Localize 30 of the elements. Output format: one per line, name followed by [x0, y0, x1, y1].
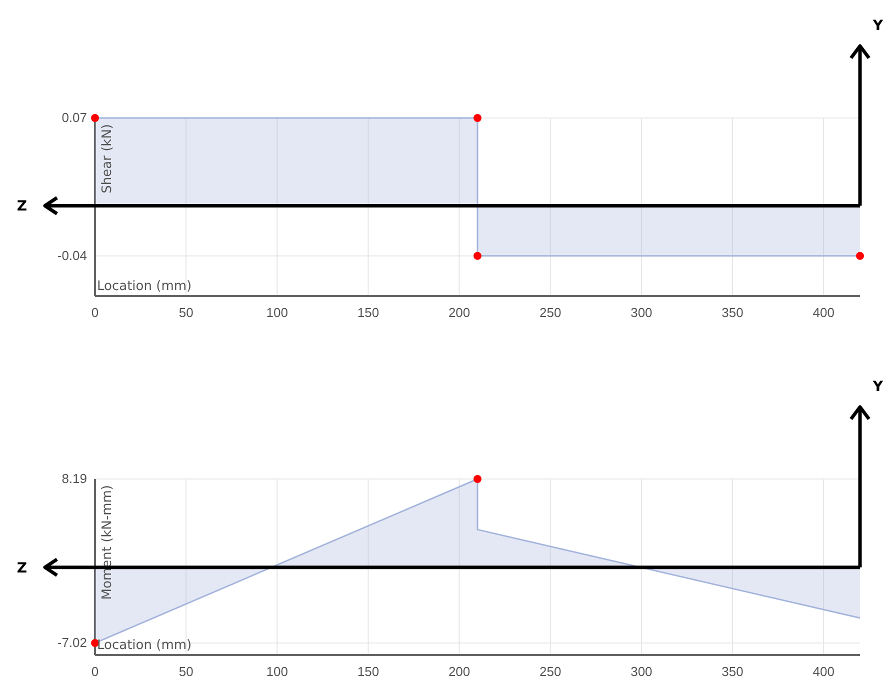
y-tick-label: 8.19: [62, 471, 87, 486]
x-tick-label: 400: [812, 305, 834, 320]
x-tick-label: 50: [178, 305, 194, 320]
x-tick-label: 250: [540, 305, 562, 320]
ref-line-label: Z: [16, 198, 28, 215]
y-tick-label: 0.07: [62, 110, 87, 126]
x-tick-label: 350: [722, 305, 744, 320]
x-tick-label: 250: [540, 664, 562, 680]
x-tick-label: 200: [448, 305, 470, 320]
x-axis-title: Location (mm): [97, 638, 192, 653]
x-tick-label: 400: [812, 664, 834, 680]
y-axis-title: Moment (kN-mm): [100, 485, 115, 600]
x-tick-label: 50: [178, 664, 194, 680]
x-tick-label: 350: [722, 664, 744, 680]
y-axis-title: Shear (kN): [100, 124, 115, 194]
ref-line-label: Z: [16, 560, 28, 576]
x-tick-label: 100: [266, 664, 288, 680]
x-tick-label: 150: [357, 305, 380, 320]
x-tick-label: 100: [266, 305, 288, 320]
x-tick-label: 200: [448, 664, 470, 680]
x-axis-title: Location (mm): [97, 279, 192, 294]
x-tick-label: 300: [630, 305, 652, 320]
x-tick-label: 150: [357, 664, 380, 680]
y-tick-label: -7.02: [57, 635, 87, 650]
x-tick-label: 0: [91, 305, 99, 320]
ref-line-label: Y: [872, 379, 884, 395]
x-tick-label: 0: [91, 664, 99, 680]
y-tick-label: -0.04: [57, 248, 87, 264]
ref-line-label: Y: [872, 18, 884, 34]
x-tick-label: 300: [630, 664, 652, 680]
